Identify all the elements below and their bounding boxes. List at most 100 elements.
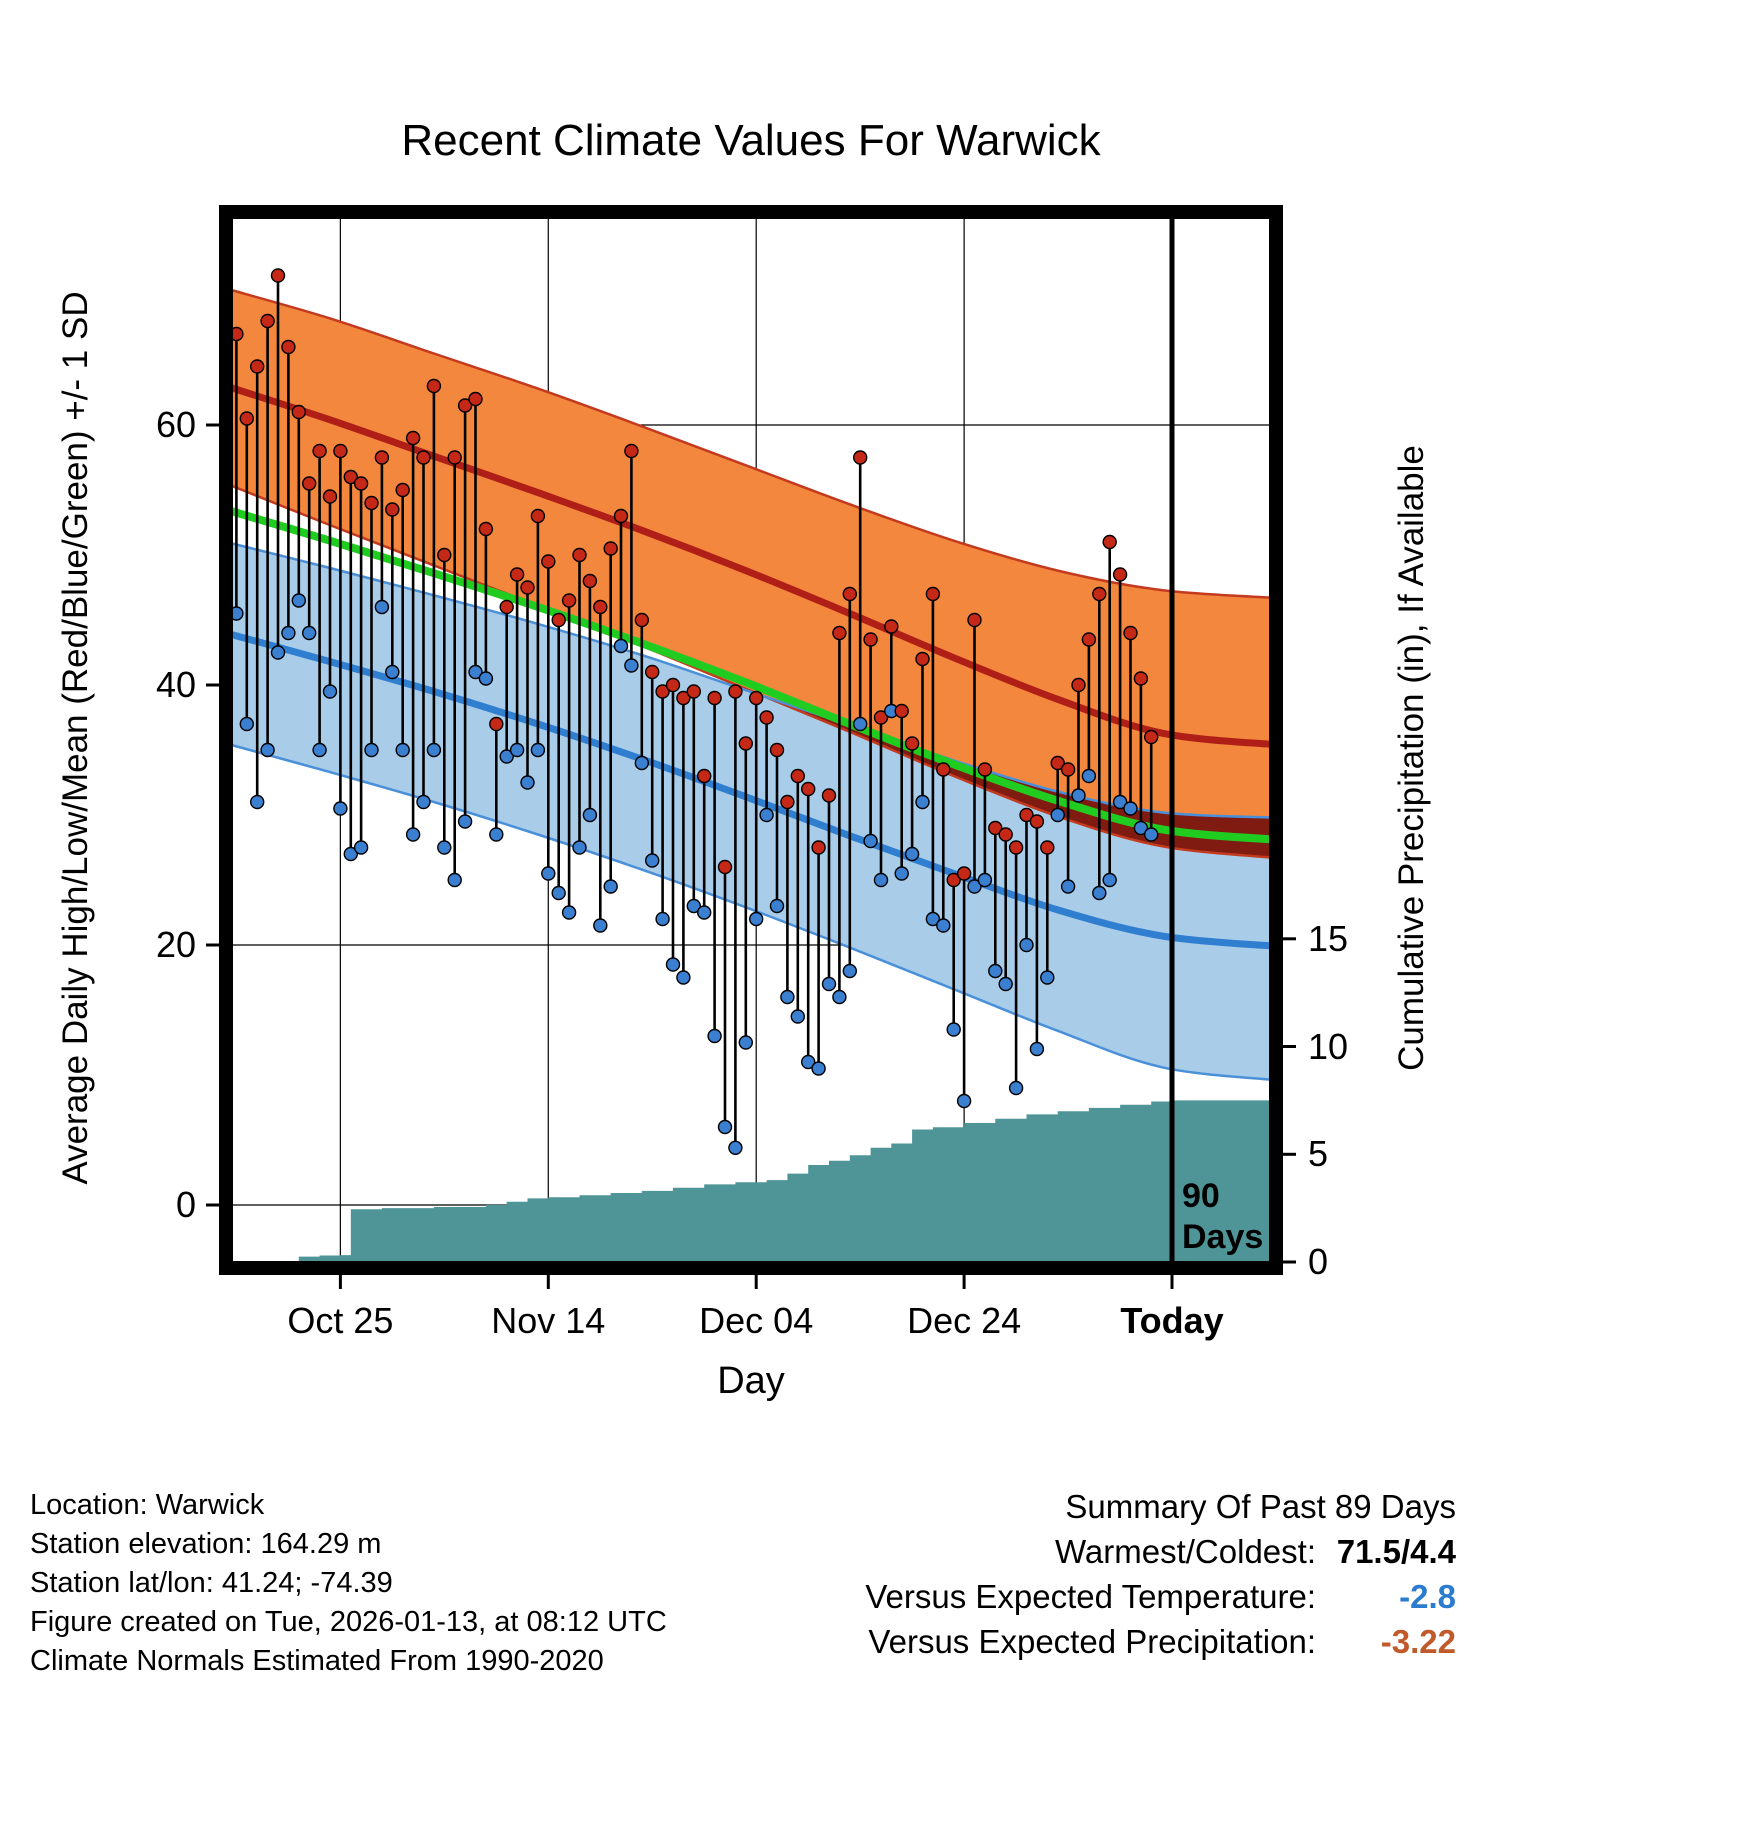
obs-high-dot [353,476,369,491]
obs-high-dot [239,411,255,426]
obs-low-dot [645,853,660,868]
obs-high-dot [894,703,909,719]
temp-tick-label: 0 [175,1184,196,1225]
obs-low-dot [302,625,317,641]
obs-high-dot [1123,625,1138,641]
obs-high-dot [811,840,826,855]
obs-high-dot [312,443,327,459]
obs-low-dot [270,645,286,660]
obs-high-dot [260,313,275,329]
obs-low-dot [946,1022,961,1037]
obs-high-dot [405,430,421,446]
obs-low-dot [832,989,847,1005]
summary-value: 71.5/4.4 [1336,1533,1456,1570]
obs-low-dot [988,963,1003,979]
obs-high-dot [801,781,816,797]
temp-tick-label: 60 [155,404,196,445]
obs-low-dot [374,599,390,615]
obs-low-dot [738,1035,753,1050]
obs-high-dot [1143,729,1159,745]
precip-tick-label: 0 [1308,1241,1329,1282]
summary-rows: Warmest/Coldest: 71.5/4.4 Versus Expected … [865,1529,1456,1664]
obs-low-dot [561,905,577,920]
obs-high-dot [946,872,961,888]
obs-high-dot [1112,567,1128,582]
obs-low-dot [437,840,452,855]
obs-low-dot [1008,1080,1024,1096]
ninety-days-annotation: 90 Days [1182,1176,1263,1258]
obs-low-dot [977,872,993,888]
obs-low-dot [250,794,265,810]
obs-low-dot [759,807,774,823]
obs-high-dot [832,625,847,641]
obs-high-dot [281,339,296,355]
obs-low-dot [1040,970,1055,985]
obs-low-dot [541,866,556,881]
summary-title: Summary Of Past 89 Days [1065,1488,1456,1525]
obs-low-dot [749,911,764,927]
date-tick-label: Dec 24 [907,1300,1022,1341]
obs-low-dot [665,957,681,972]
obs-low-dot [353,840,369,855]
obs-low-dot [801,1054,816,1070]
ninety-days-line2: Days [1182,1218,1264,1256]
obs-high-dot [967,612,982,628]
obs-high-dot [447,450,462,465]
obs-low-dot [967,879,982,894]
left-axis-label: Average Daily High/Low/Mean (Red/Blue/Gr… [56,291,95,1185]
obs-high-dot [904,736,920,751]
obs-high-dot [437,547,452,563]
obs-high-dot [977,762,993,777]
station-info-line: Station lat/lon: 41.24; -74.39 [30,1567,393,1599]
obs-high-dot [541,554,556,569]
obs-low-dot [956,1093,972,1109]
ninety-days-line1: 90 [1182,1177,1220,1215]
obs-high-dot [707,690,722,706]
high-band-upper-edge [225,287,1277,600]
obs-high-dot [655,684,670,699]
obs-high-dot [1102,534,1117,550]
x-axis-label: Day [717,1360,785,1402]
obs-low-dot [468,664,483,680]
obs-high-dot [572,547,587,563]
obs-low-dot [915,794,930,810]
obs-high-dot [988,820,1003,836]
obs-low-dot [998,976,1013,992]
obs-low-dot [811,1061,826,1076]
station-info-line: Figure created on Tue, 2026-01-13, at 08… [30,1606,667,1638]
obs-high-dot [416,450,431,465]
obs-high-dot [520,580,535,595]
precip-tick-label: 5 [1308,1133,1329,1175]
obs-low-dot [572,840,587,855]
obs-low-dot [603,879,618,894]
precip-tick-label: 15 [1308,917,1349,959]
obs-low-dot [936,918,951,933]
summary-label: Versus Expected Precipitation: [868,1623,1316,1660]
obs-low-dot [291,593,306,608]
obs-high-dot [863,632,878,647]
obs-high-dot [645,664,660,680]
obs-low-dot [863,833,878,849]
date-tick-label: Dec 04 [699,1300,814,1341]
obs-low-dot [1050,807,1065,823]
obs-low-dot [1071,788,1086,803]
obs-high-dot [842,586,857,602]
obs-high-dot [634,612,649,628]
obs-low-dot [1102,872,1117,888]
obs-low-dot [613,638,629,654]
obs-low-dot [904,846,920,862]
obs-low-dot [333,801,348,816]
obs-high-dot [686,684,701,699]
obs-low-dot [686,898,701,914]
date-tick-label: Nov 14 [491,1300,606,1341]
obs-low-dot [728,1140,743,1156]
summary-label: Warmest/Coldest: [1054,1533,1316,1570]
summary-row: Versus Expected Temperature: -2.8 [865,1574,1456,1619]
obs-high-dot [717,859,733,875]
obs-high-dot [738,736,753,751]
summary-row: Versus Expected Precipitation: -3.22 [865,1619,1456,1664]
station-info-line: Climate Normals Estimated From 1990-2020 [30,1645,604,1677]
obs-low-dot [1143,827,1159,842]
obs-high-dot [426,378,442,394]
